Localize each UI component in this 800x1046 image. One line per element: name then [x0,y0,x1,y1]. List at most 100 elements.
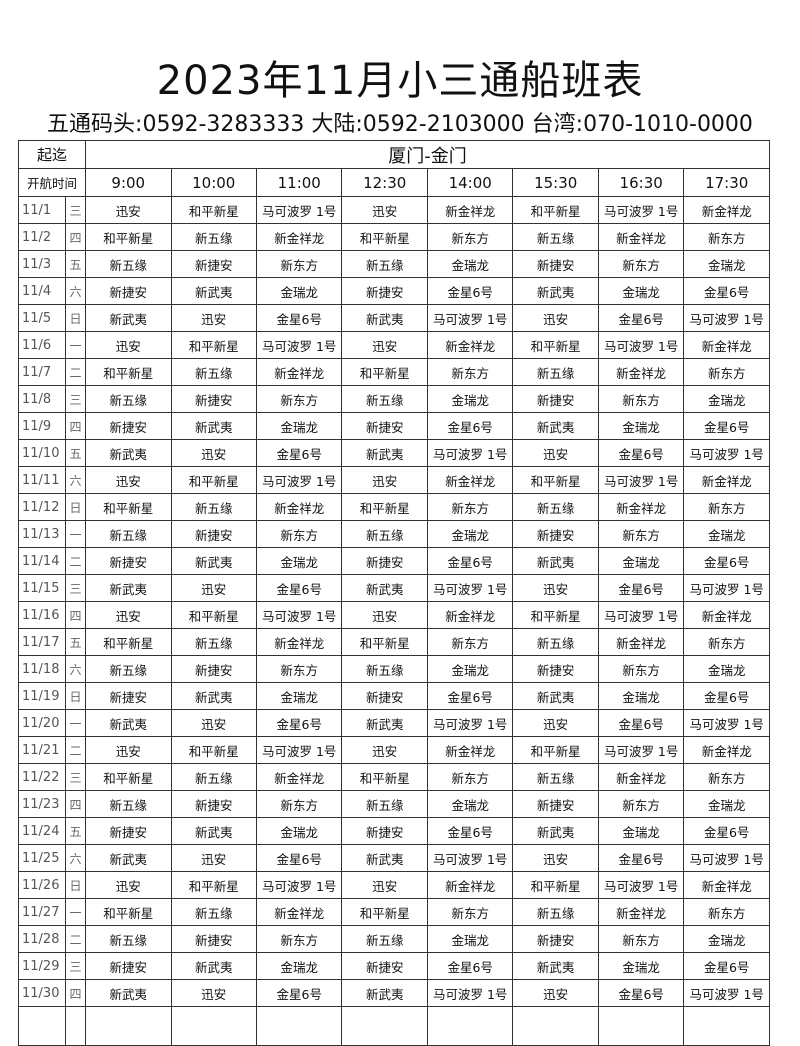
ship-cell: 迅安 [341,736,428,764]
ship-cell: 迅安 [341,601,428,629]
date-cell: 11/8 [18,385,66,413]
date-cell: 11/7 [18,358,66,386]
date-cell: 11/14 [18,547,66,575]
ship-cell: 新金祥龙 [255,763,343,791]
ship-cell: 迅安 [341,871,428,899]
ship-cell: 金星6号 [597,979,685,1007]
ship-cell: 金瑞龙 [597,817,685,845]
ship-cell: 金瑞龙 [683,520,770,548]
ship-cell: 金瑞龙 [683,925,770,953]
date-cell: 11/30 [18,979,66,1007]
ship-cell: 和平新星 [85,628,172,656]
ship-cell: 金瑞龙 [426,385,514,413]
ship-cell: 新金祥龙 [683,736,770,764]
ship-cell: 和平新星 [170,871,257,899]
table-row: 11/1 三迅安 和平新星 马可波罗 1号 迅安 新金祥龙 和平新星 马可波罗 1号 新金祥龙 [18,196,770,224]
ship-cell: 和平新星 [512,331,599,359]
ship-cell: 迅安 [170,439,257,467]
ship-cell: 新东方 [426,763,514,791]
ship-cell: 新捷安 [170,250,257,278]
ship-cell: 金瑞龙 [426,520,514,548]
ship-cell: 新武夷 [170,952,257,980]
ship-cell: 新东方 [426,628,514,656]
ship-cell: 新金祥龙 [597,493,685,521]
ship-cell: 金瑞龙 [683,655,770,683]
ship-cell: 新武夷 [512,952,599,980]
date-cell: 11/25 [18,844,66,872]
date-cell: 11/13 [18,520,66,548]
ship-cell: 新金祥龙 [255,223,343,251]
ship-cell: 新武夷 [341,574,428,602]
weekday-cell: 二 [64,736,87,764]
ship-cell: 新东方 [683,358,770,386]
ship-cell: 金瑞龙 [255,412,343,440]
ship-cell: 新捷安 [512,385,599,413]
ship-cell: 新捷安 [512,790,599,818]
table-row: 11/16 四迅安 和平新星 马可波罗 1号 迅安 新金祥龙 和平新星 马可波罗 1号 新金祥龙 [18,601,770,629]
ship-cell: 迅安 [170,709,257,737]
ship-cell: 新武夷 [341,439,428,467]
empty-cell [18,1006,66,1046]
date-cell: 11/27 [18,898,66,926]
ship-cell: 新捷安 [85,952,172,980]
ship-cell: 新金祥龙 [426,196,514,224]
date-cell: 11/11 [18,466,66,494]
ship-cell: 金星6号 [597,439,685,467]
table-row: 11/7 二和平新星 新五缘 新金祥龙 和平新星 新东方 新五缘 新金祥龙 新东方 [18,358,770,386]
ship-cell: 金星6号 [597,844,685,872]
ship-cell: 马可波罗 1号 [255,871,343,899]
ship-cell: 金瑞龙 [255,277,343,305]
ship-cell: 新捷安 [341,817,428,845]
ship-cell: 迅安 [512,574,599,602]
ship-cell: 新五缘 [170,763,257,791]
date-cell: 11/28 [18,925,66,953]
ship-cell: 迅安 [170,844,257,872]
ship-cell: 新五缘 [512,763,599,791]
ship-cell: 新五缘 [512,898,599,926]
ship-cell: 金瑞龙 [255,817,343,845]
ship-cell: 新金祥龙 [683,871,770,899]
ship-cell: 和平新星 [341,358,428,386]
ship-cell: 新东方 [683,493,770,521]
departure-time: 16:30 [597,168,685,197]
table-row: 11/29 三新捷安 新武夷 金瑞龙 新捷安 金星6号 新武夷 金瑞龙 金星6号 [18,952,770,980]
ship-cell: 金星6号 [255,439,343,467]
contact-numbers: 五通码头:0592-3283333 大陆:0592-2103000 台湾:070… [47,112,753,137]
ship-cell: 和平新星 [512,466,599,494]
ship-cell: 新五缘 [85,925,172,953]
ship-cell: 新东方 [426,358,514,386]
weekday-cell: 日 [64,682,87,710]
ship-cell: 新东方 [597,655,685,683]
ship-cell: 新东方 [597,385,685,413]
departure-time: 11:00 [255,168,343,197]
ship-cell: 新捷安 [85,277,172,305]
ship-cell: 金瑞龙 [255,952,343,980]
table-row: 11/27 一和平新星 新五缘 新金祥龙 和平新星 新东方 新五缘 新金祥龙 新东方 [18,898,770,926]
departure-time: 17:30 [683,168,770,197]
weekday-cell: 三 [64,574,87,602]
ship-cell: 新东方 [597,250,685,278]
ship-cell: 马可波罗 1号 [597,871,685,899]
ship-cell: 新捷安 [341,277,428,305]
ship-cell: 新捷安 [512,655,599,683]
route-header-row: 起迄 厦门-金门 [17,140,770,169]
ship-cell: 金瑞龙 [426,925,514,953]
ship-cell: 金星6号 [683,277,770,305]
table-row: 11/10 五新武夷 迅安 金星6号 新武夷 马可波罗 1号 迅安 金星6号 马可波罗 1号 [18,439,770,467]
ship-cell: 新捷安 [170,655,257,683]
ship-cell: 新金祥龙 [683,466,770,494]
ship-cell: 新五缘 [85,655,172,683]
ship-cell: 和平新星 [170,466,257,494]
table-row: 11/20 一新武夷 迅安 金星6号 新武夷 马可波罗 1号 迅安 金星6号 马可波罗 1号 [18,709,770,737]
departure-time: 15:30 [512,168,599,197]
ship-cell: 新五缘 [85,385,172,413]
date-cell: 11/5 [18,304,66,332]
date-cell: 11/26 [18,871,66,899]
weekday-cell: 三 [64,763,87,791]
ship-cell: 新东方 [255,655,343,683]
ship-cell: 迅安 [170,979,257,1007]
ship-cell: 新东方 [683,223,770,251]
ship-cell: 新武夷 [170,682,257,710]
ship-cell: 马可波罗 1号 [426,304,514,332]
ship-cell: 新五缘 [512,628,599,656]
